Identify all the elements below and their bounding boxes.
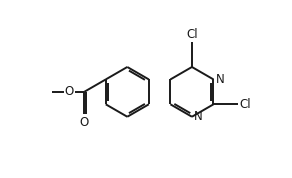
Text: N: N — [215, 73, 224, 86]
Text: Cl: Cl — [186, 28, 198, 41]
Text: O: O — [65, 85, 74, 98]
Text: Cl: Cl — [239, 98, 251, 111]
Text: N: N — [194, 110, 203, 123]
Text: O: O — [79, 116, 89, 129]
